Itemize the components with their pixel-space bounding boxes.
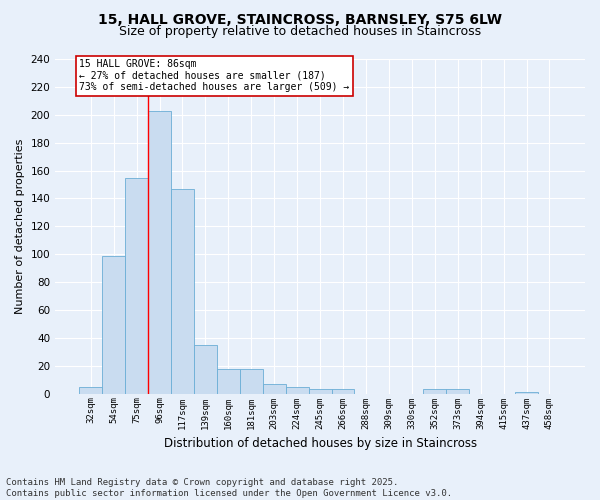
X-axis label: Distribution of detached houses by size in Staincross: Distribution of detached houses by size … bbox=[164, 437, 476, 450]
Bar bbox=[217, 368, 240, 394]
Bar bbox=[125, 178, 148, 394]
Text: Size of property relative to detached houses in Staincross: Size of property relative to detached ho… bbox=[119, 25, 481, 38]
Bar bbox=[148, 110, 171, 394]
Bar bbox=[194, 345, 217, 394]
Y-axis label: Number of detached properties: Number of detached properties bbox=[15, 138, 25, 314]
Bar bbox=[171, 188, 194, 394]
Bar bbox=[240, 368, 263, 394]
Bar bbox=[423, 390, 446, 394]
Bar bbox=[263, 384, 286, 394]
Text: 15 HALL GROVE: 86sqm
← 27% of detached houses are smaller (187)
73% of semi-deta: 15 HALL GROVE: 86sqm ← 27% of detached h… bbox=[79, 59, 349, 92]
Bar bbox=[332, 390, 355, 394]
Bar bbox=[79, 386, 102, 394]
Bar bbox=[446, 390, 469, 394]
Text: 15, HALL GROVE, STAINCROSS, BARNSLEY, S75 6LW: 15, HALL GROVE, STAINCROSS, BARNSLEY, S7… bbox=[98, 12, 502, 26]
Text: Contains HM Land Registry data © Crown copyright and database right 2025.
Contai: Contains HM Land Registry data © Crown c… bbox=[6, 478, 452, 498]
Bar bbox=[515, 392, 538, 394]
Bar bbox=[286, 386, 308, 394]
Bar bbox=[102, 256, 125, 394]
Bar bbox=[308, 390, 332, 394]
